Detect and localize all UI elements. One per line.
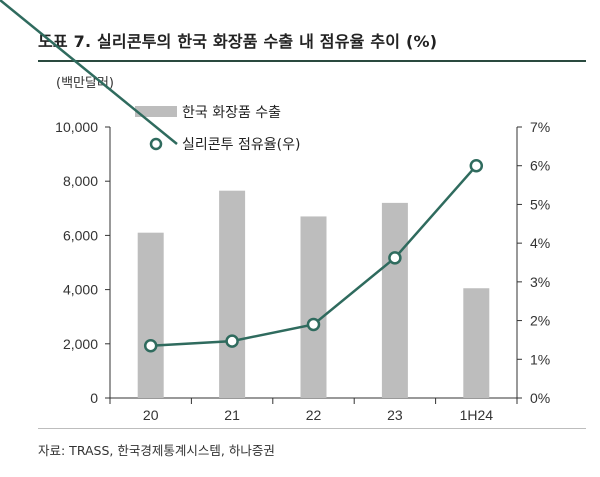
line-point — [306, 317, 321, 332]
left-tick-label: 4,000 — [63, 282, 98, 298]
x-tick-label: 23 — [387, 407, 403, 423]
right-tick-label: 1% — [530, 351, 550, 367]
left-tick-label: 8,000 — [63, 173, 98, 189]
legend-line-label: 실리콘투 점유율(우) — [182, 137, 300, 153]
tick-labels: 0 2,000 4,000 6,000 8,000 10,000 0% 1% 2% 3% 4% 5% 6… — [55, 119, 550, 423]
right-tick-label: 0% — [530, 390, 550, 406]
chart-title: 도표 7. 실리콘투의 한국 화장품 수출 내 점유율 추이 (%) — [38, 32, 438, 51]
right-tick-label: 4% — [530, 235, 550, 251]
x-tick-label: 22 — [306, 407, 322, 423]
line-point — [225, 334, 239, 348]
source-note: 자료: TRASS, 한국경제통계시스템, 하나증권 — [38, 443, 275, 458]
left-tick-label: 2,000 — [63, 336, 98, 352]
left-tick-label: 10,000 — [55, 119, 98, 135]
legend-bar-label: 한국 화장품 수출 — [182, 105, 281, 121]
legend-line-marker — [149, 137, 163, 151]
right-tick-label: 5% — [530, 196, 550, 212]
footer-divider — [38, 428, 586, 429]
title-divider — [38, 60, 586, 62]
right-tick-label: 6% — [530, 158, 550, 174]
bar — [381, 202, 408, 398]
right-tick-label: 7% — [530, 119, 550, 135]
legend-bar-swatch — [135, 106, 177, 117]
right-tick-label: 2% — [530, 313, 550, 329]
x-tick-label: 1H24 — [460, 407, 494, 423]
bar — [300, 216, 327, 398]
bar — [463, 288, 490, 398]
x-tick-label: 20 — [143, 407, 159, 423]
left-tick-label: 0 — [90, 390, 98, 406]
legend-line-swatch — [0, 0, 178, 145]
bar-series — [137, 190, 490, 398]
line-point — [143, 338, 158, 353]
bar — [137, 232, 164, 398]
x-tick-label: 21 — [224, 407, 240, 423]
line-point — [388, 251, 402, 265]
bar — [219, 190, 246, 398]
line-point — [469, 158, 484, 173]
right-tick-label: 3% — [530, 274, 550, 290]
line-series — [143, 158, 484, 353]
left-tick-label: 6,000 — [63, 227, 98, 243]
legend: 한국 화장품 수출 실리콘투 점유율(우) — [0, 0, 300, 153]
